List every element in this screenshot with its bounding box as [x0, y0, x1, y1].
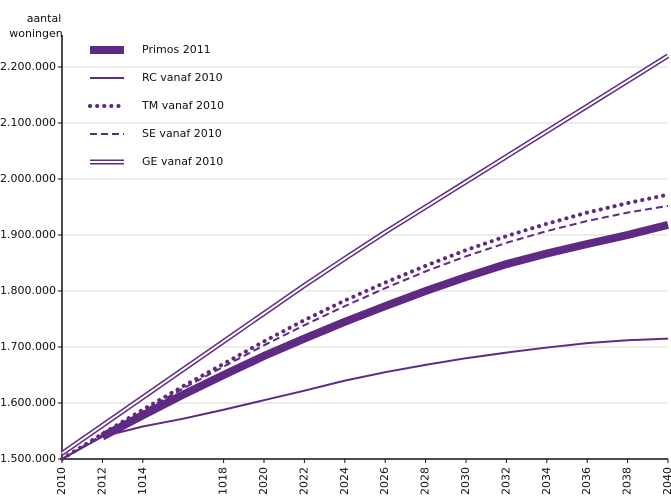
series-line [100, 221, 669, 441]
y-tick-label: 1.800.000 [0, 284, 56, 297]
x-tick-label: 2024 [338, 467, 351, 495]
series-line [60, 192, 670, 461]
x-tick-label: 2012 [95, 467, 108, 495]
series-line [61, 204, 669, 460]
legend-label: TM vanaf 2010 [141, 99, 224, 112]
series-line [60, 53, 670, 456]
x-tick-label: 2036 [580, 467, 593, 495]
y-axis-title: woningen [9, 27, 62, 40]
y-tick-label: 1.500.000 [0, 452, 56, 465]
series-line-inner [61, 54, 669, 455]
x-tick-label: 2028 [419, 467, 432, 495]
x-tick-label: 2040 [661, 467, 671, 495]
y-tick-label: 1.700.000 [0, 340, 56, 353]
x-tick-label: 2034 [540, 467, 553, 495]
x-tick-label: 2022 [297, 467, 310, 495]
y-axis-title: aantal [27, 12, 62, 25]
x-tick-label: 2010 [55, 467, 68, 495]
x-tick-label: 2038 [621, 467, 634, 495]
y-tick-label: 2.000.000 [0, 172, 56, 185]
y-tick-label: 2.100.000 [0, 116, 56, 129]
x-tick-label: 1014 [136, 467, 149, 495]
x-tick-label: 2020 [257, 467, 270, 495]
legend-label: Primos 2011 [142, 43, 211, 56]
x-tick-label: 2032 [499, 467, 512, 495]
y-tick-label: 2.200.000 [0, 60, 56, 73]
x-tick-label: 2026 [378, 467, 391, 495]
legend-label: SE vanaf 2010 [142, 127, 222, 140]
series-line [61, 337, 669, 460]
y-tick-label: 1.600.000 [0, 396, 56, 409]
legend-label: RC vanaf 2010 [142, 71, 223, 84]
legend-label: GE vanaf 2010 [142, 155, 223, 168]
y-tick-label: 1.900.000 [0, 228, 56, 241]
x-tick-label: 1018 [217, 467, 230, 495]
x-tick-label: 2030 [459, 467, 472, 495]
